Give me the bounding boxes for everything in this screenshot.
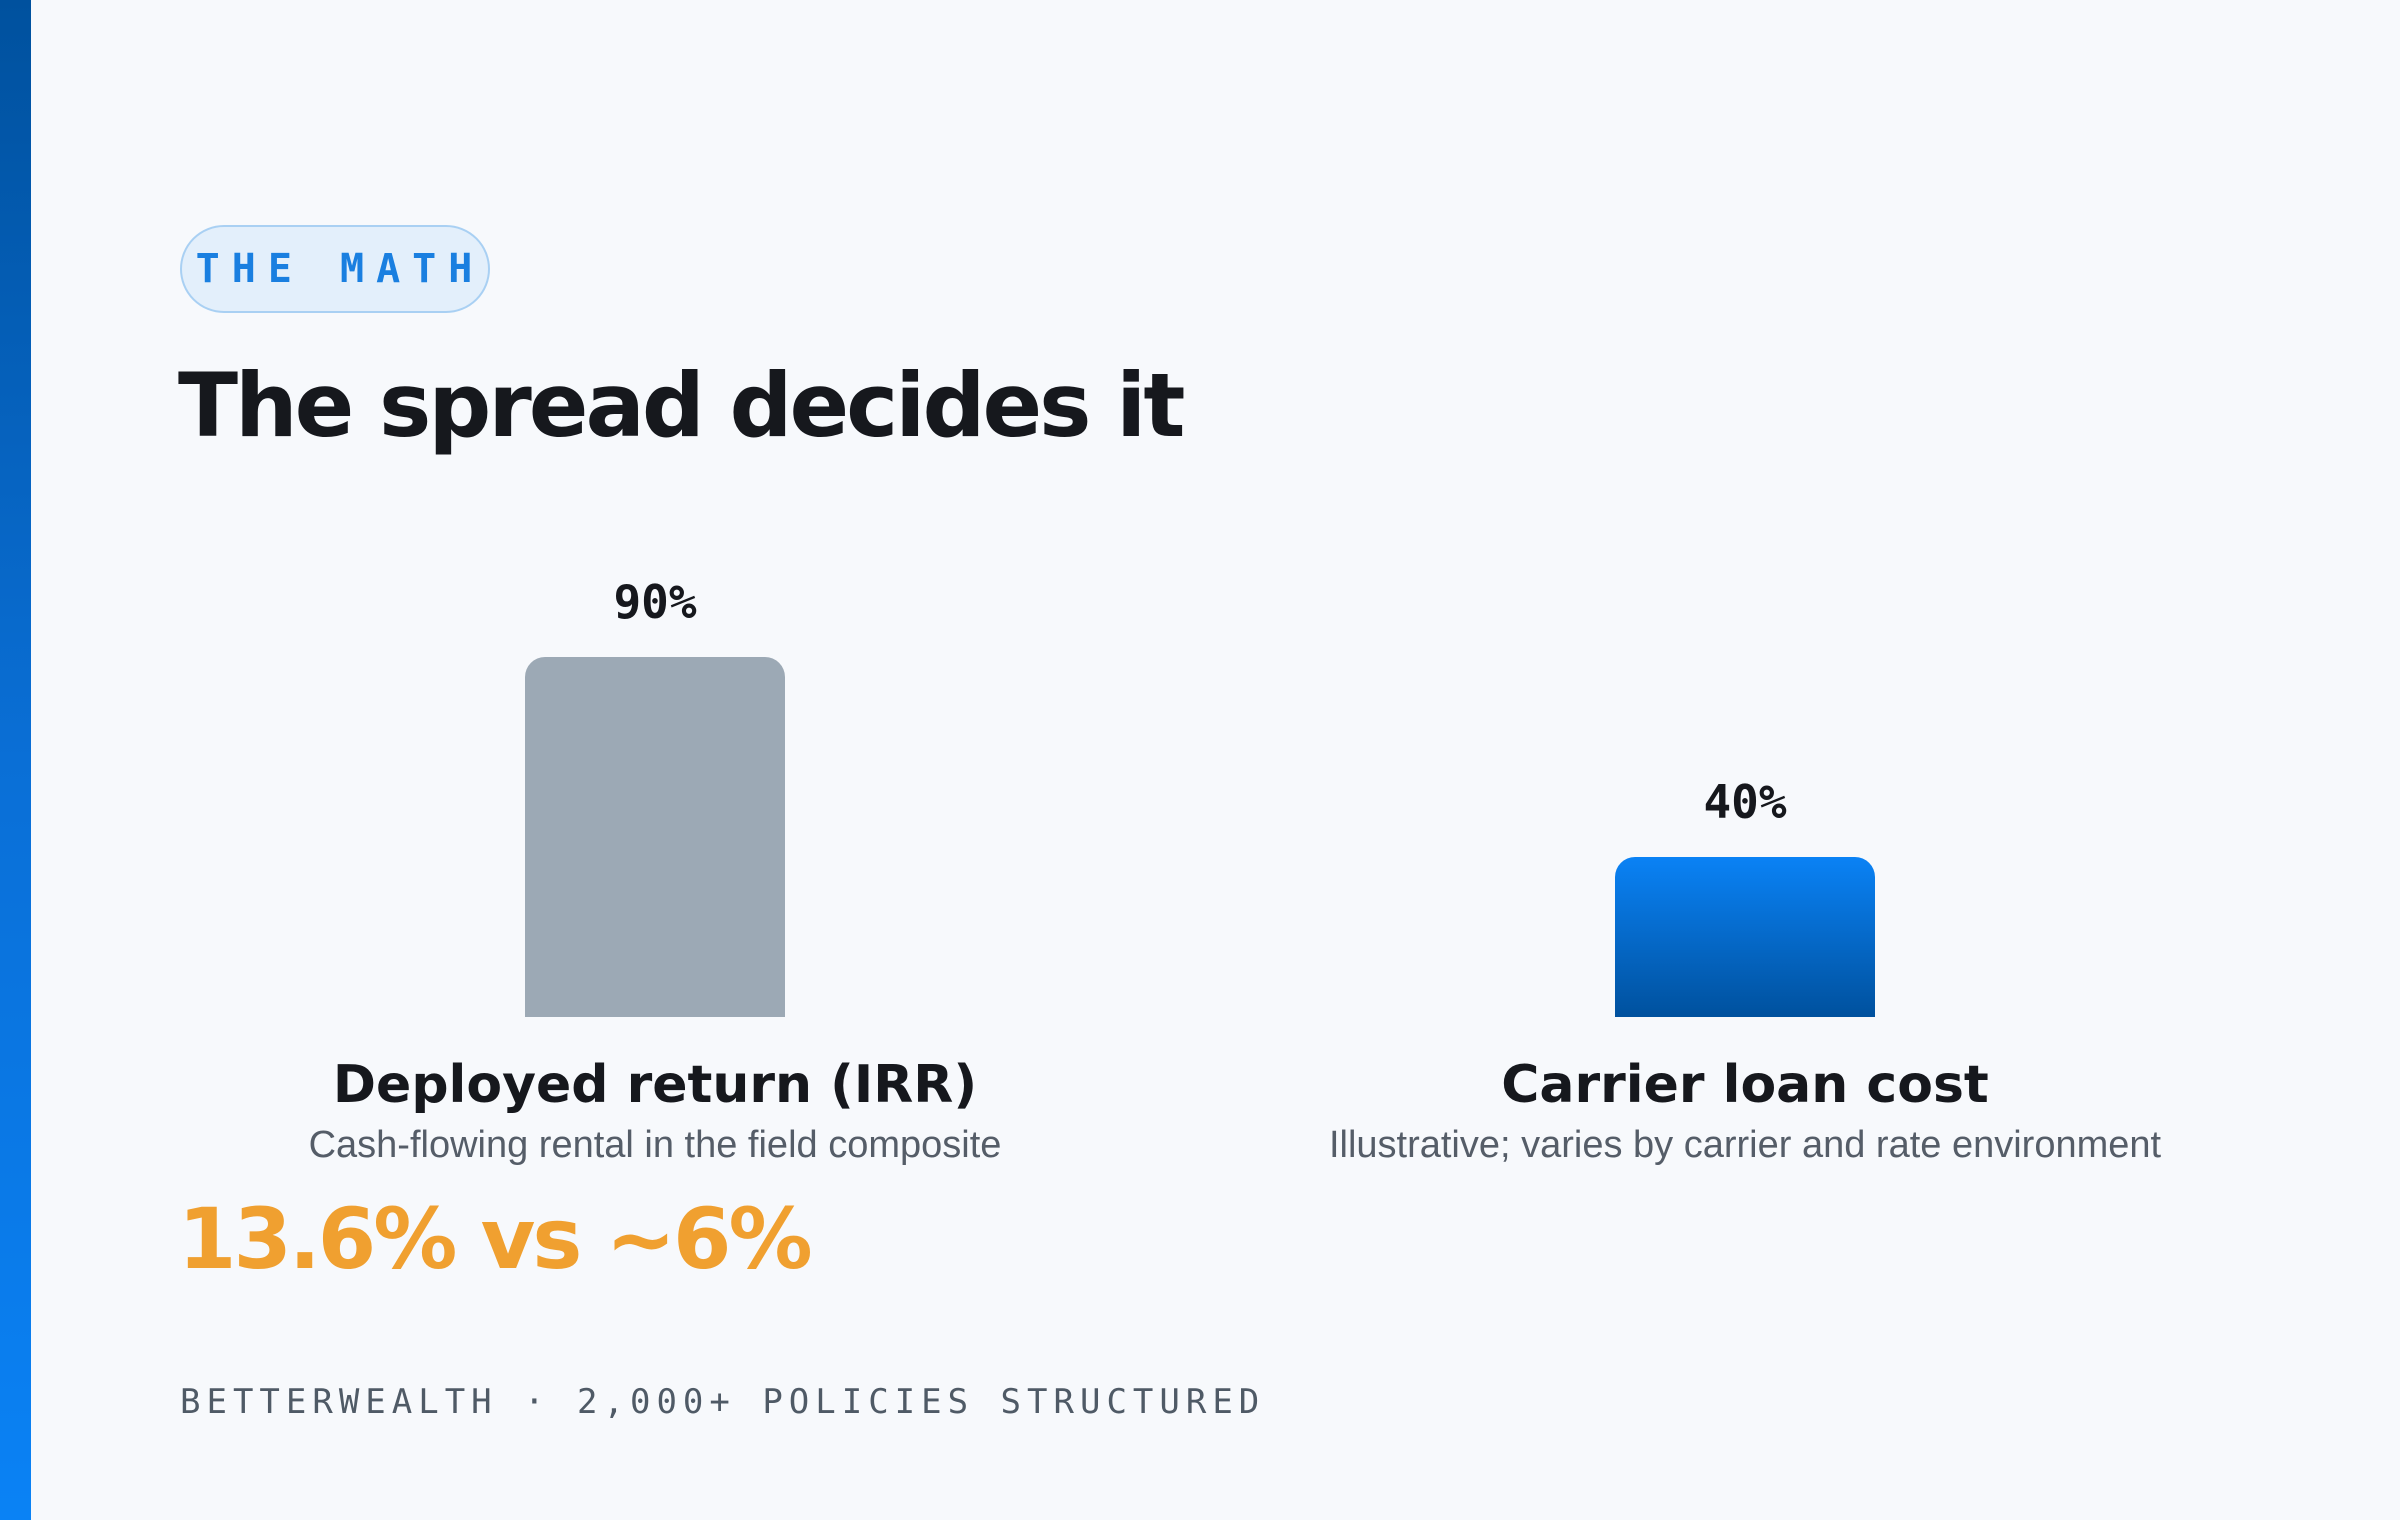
- category-label: Deployed return (IRR): [332, 1055, 978, 1115]
- page-title: The spread decides it: [178, 354, 1185, 457]
- comparison-figure: 13.6% vs ~6%: [178, 1190, 813, 1288]
- bar-1: [525, 657, 785, 1017]
- footer-caption: BETTERWEALTH · 2,000+ POLICIES STRUCTURE…: [180, 1382, 1266, 1422]
- bar-2: [1615, 857, 1875, 1017]
- category-subtitle: Cash-flowing rental in the field composi…: [308, 1124, 1002, 1166]
- bar-value-label: 40%: [1703, 775, 1787, 829]
- left-accent-stripe: [0, 0, 31, 1520]
- section-tag: THE MATH: [180, 225, 490, 313]
- bar-value-label: 90%: [613, 575, 697, 629]
- category-label: Carrier loan cost: [1501, 1055, 1989, 1115]
- category-subtitle: Illustrative; varies by carrier and rate…: [1328, 1124, 2162, 1166]
